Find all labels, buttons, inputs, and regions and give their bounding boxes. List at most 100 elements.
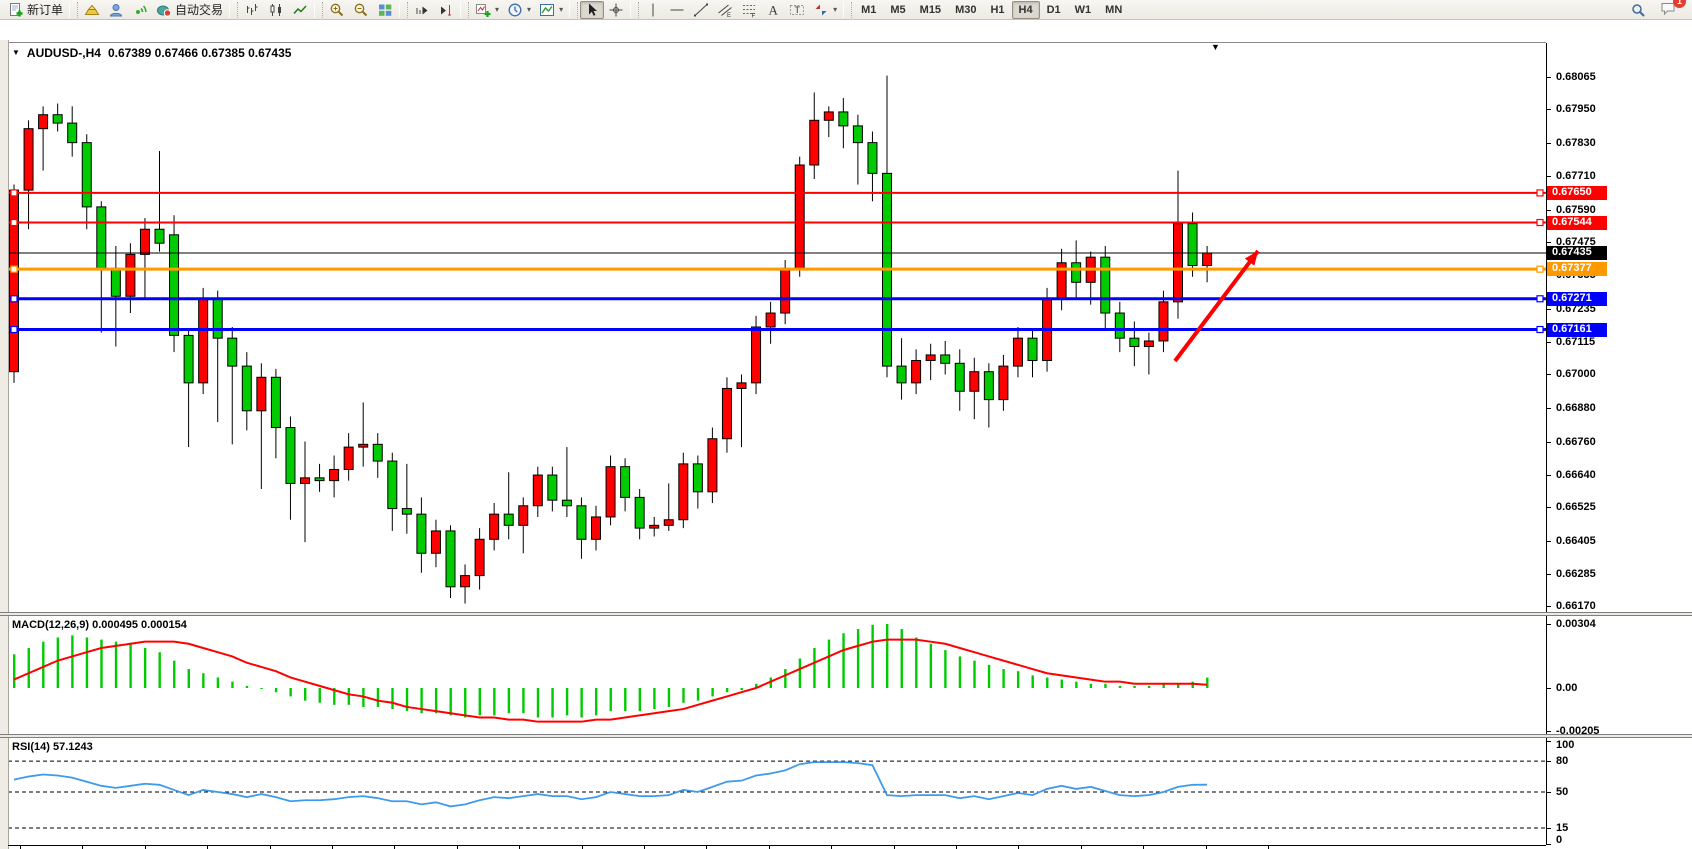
line-handle[interactable] <box>10 265 18 273</box>
candle-body <box>911 360 922 384</box>
chart-shift-button[interactable] <box>434 1 458 19</box>
line-handle[interactable] <box>10 325 18 334</box>
line-handle[interactable] <box>10 218 18 227</box>
auto-scroll-icon <box>414 2 430 18</box>
macd-histogram-bar <box>886 623 889 688</box>
toolbar-separator <box>69 1 79 18</box>
candle-body <box>1027 337 1038 362</box>
timeframe-m15-button[interactable]: M15 <box>913 1 948 19</box>
candle-body <box>387 460 398 510</box>
candle-body <box>1012 337 1023 367</box>
profile-button[interactable] <box>104 1 128 19</box>
periods-button[interactable]: ▾ <box>503 1 535 19</box>
button-label: D1 <box>1046 3 1061 16</box>
timeframe-h1-button[interactable]: H1 <box>983 1 1011 19</box>
rsi-pane[interactable] <box>8 738 1546 845</box>
timeframe-w1-button[interactable]: W1 <box>1068 1 1099 19</box>
line-handle[interactable] <box>1536 218 1544 227</box>
auto-scroll-button[interactable] <box>410 1 434 19</box>
time-tick-mark <box>332 846 333 849</box>
line-handle[interactable] <box>1536 265 1544 273</box>
macd-histogram-bar <box>740 688 743 691</box>
vertical-line-button[interactable] <box>641 1 665 19</box>
cursor-button[interactable] <box>580 0 605 19</box>
candle-body <box>372 443 383 462</box>
pane-separator[interactable] <box>0 734 1692 738</box>
time-tick-mark <box>1080 846 1082 849</box>
chevron-down-icon: ▾ <box>559 5 564 14</box>
toolbar-separator <box>460 1 470 18</box>
auto-trading-button[interactable]: 自动交易 <box>152 1 227 19</box>
candle-body <box>896 365 907 384</box>
macd-histogram-bar <box>784 669 787 688</box>
arrow-annotation[interactable] <box>1173 249 1260 363</box>
line-handle[interactable] <box>10 295 18 303</box>
candlestick-pane[interactable] <box>8 43 1546 613</box>
button-label: M15 <box>919 3 942 16</box>
candle-body <box>780 267 791 314</box>
signals-button[interactable] <box>128 1 152 19</box>
macd-pane[interactable] <box>8 616 1546 735</box>
text-label-button[interactable]: T <box>785 1 809 19</box>
candle-body <box>1071 262 1082 283</box>
trendline-button[interactable] <box>689 1 713 19</box>
new-order-button[interactable]: 新订单 <box>4 1 67 19</box>
candle-body <box>67 122 78 144</box>
timeframe-m1-button[interactable]: M1 <box>854 1 883 19</box>
time-tick-mark <box>581 846 583 849</box>
indicators-button[interactable]: ▾ <box>471 1 503 19</box>
time-tick-mark <box>644 846 645 849</box>
candlestick-chart-button[interactable] <box>264 1 288 19</box>
horizontal-line-button[interactable] <box>665 1 689 19</box>
price-tick-label: 0.67115 <box>1556 336 1596 349</box>
pane-separator[interactable] <box>0 612 1692 616</box>
equidistant-channel-button[interactable]: E <box>713 1 737 19</box>
time-tick-mark <box>1018 846 1020 849</box>
timeframe-h4-button[interactable]: H4 <box>1011 0 1040 19</box>
one-click-collapse-icon[interactable]: ▼ <box>12 48 20 57</box>
timeframe-mn-button[interactable]: MN <box>1098 1 1129 19</box>
bar-chart-button[interactable] <box>240 1 264 19</box>
macd-histogram-bar <box>1133 685 1136 688</box>
macd-histogram-bar <box>813 647 816 688</box>
macd-signal-line <box>13 638 1208 723</box>
candle-body <box>634 496 645 529</box>
templates-button[interactable]: ▾ <box>535 1 567 19</box>
line-handle[interactable] <box>1536 295 1544 303</box>
notification-badge: 1 <box>1673 0 1686 8</box>
tile-windows-button[interactable] <box>373 1 397 19</box>
crosshair-button[interactable] <box>604 1 628 19</box>
candle-body <box>125 253 136 297</box>
text-button[interactable]: A <box>761 1 785 19</box>
line-handle[interactable] <box>1536 325 1544 334</box>
candle-body <box>823 111 834 121</box>
macd-histogram-bar <box>944 650 947 688</box>
line-chart-button[interactable] <box>288 1 312 19</box>
timeframe-m5-button[interactable]: M5 <box>883 1 912 19</box>
zoom-in-button[interactable] <box>325 1 349 19</box>
time-axis-border <box>8 845 1546 846</box>
fibonacci-button[interactable]: F <box>737 1 761 19</box>
macd-histogram-bar <box>769 677 772 688</box>
level-price-badge: 0.67650 <box>1547 185 1607 200</box>
time-tick-mark <box>207 846 209 849</box>
timeframe-d1-button[interactable]: D1 <box>1040 1 1068 19</box>
timeframe-m30-button[interactable]: M30 <box>948 1 983 19</box>
candle-body <box>285 427 296 484</box>
price-tick-label: 0.67590 <box>1556 203 1596 216</box>
price-tick-label: 0.67000 <box>1556 368 1596 381</box>
line-handle[interactable] <box>10 189 18 197</box>
macd-histogram-bar <box>260 688 263 689</box>
gold-ingot-button[interactable] <box>80 1 104 19</box>
crosshair-icon <box>608 2 624 18</box>
arrows-button[interactable]: ▾ <box>809 1 841 19</box>
zoom-out-button[interactable] <box>349 1 373 19</box>
macd-histogram-bar <box>900 629 903 688</box>
candle-body <box>169 234 180 336</box>
price-tick-label: 0.66405 <box>1556 534 1596 547</box>
toolbar-separator <box>569 1 579 18</box>
line-handle[interactable] <box>1536 189 1544 197</box>
time-tick-mark <box>82 846 84 849</box>
arrow-head <box>1244 251 1258 266</box>
search-button[interactable] <box>1626 1 1650 19</box>
